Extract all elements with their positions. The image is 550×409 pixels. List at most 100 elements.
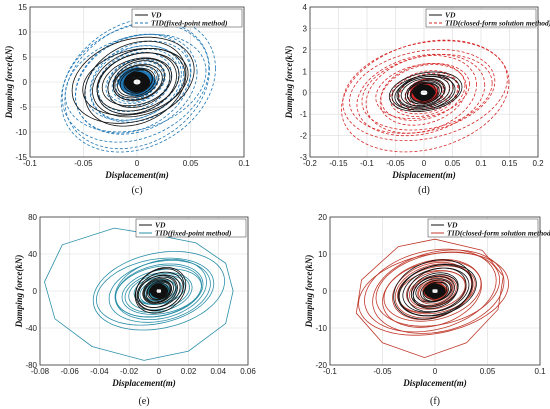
hysteresis-loop — [402, 267, 470, 313]
hysteresis-loop — [407, 80, 443, 105]
y-tick-label: 0 — [323, 287, 328, 296]
legend-box — [427, 218, 539, 238]
hysteresis-loop — [410, 272, 459, 308]
x-axis-label: Displacement(m) — [391, 170, 456, 180]
hysteresis-loop — [389, 70, 460, 117]
hysteresis-loop — [64, 33, 207, 133]
axes-frame — [309, 6, 539, 158]
legend-label: VD — [155, 221, 166, 230]
hysteresis-loop — [142, 276, 177, 305]
hysteresis-loop — [82, 48, 189, 116]
core-loop — [151, 285, 167, 297]
y-axis-label: Damping force(kN) — [14, 255, 24, 329]
x-tick-label: 0.05 — [480, 367, 496, 376]
x-tick-label: 0 — [433, 367, 438, 376]
hysteresis-loop — [128, 273, 190, 311]
x-tick-label: -0.04 — [90, 367, 109, 376]
legend-box — [135, 218, 247, 238]
hysteresis-loop — [121, 268, 202, 315]
legend-box — [425, 8, 537, 28]
x-tick-label: 0 — [422, 159, 427, 168]
legend-label: TID(closed-form solution method) — [447, 229, 550, 238]
core-loop — [429, 285, 441, 297]
hysteresis-loop — [394, 75, 456, 111]
y-tick-label: 4 — [303, 3, 308, 12]
hysteresis-loop — [400, 77, 446, 107]
y-tick-label: 2 — [303, 46, 308, 55]
hysteresis-loop — [113, 62, 160, 100]
x-tick-label: 0.1 — [534, 367, 546, 376]
hysteresis-loop — [361, 54, 493, 131]
hysteresis-loop — [397, 263, 477, 317]
hysteresis-loop — [114, 259, 207, 320]
panel-f: -0.1 -0.05 0 0.05 0.1 -20 -10 0 10 20 VDTID(closed… — [304, 213, 550, 407]
hysteresis-loop — [342, 40, 508, 141]
hysteresis-loop — [107, 58, 166, 104]
hysteresis-loop — [379, 64, 467, 126]
legend-label: VD — [445, 11, 456, 20]
core-loop — [132, 78, 142, 86]
x-tick-label: -0.05 — [373, 367, 392, 376]
x-tick-label: 0.15 — [502, 159, 518, 168]
x-tick-label: -0.15 — [329, 159, 348, 168]
x-tick-label: -0.2 — [303, 159, 317, 168]
y-tick-label: -20 — [315, 361, 327, 370]
x-tick-label: -0.08 — [31, 367, 50, 376]
axes-frame — [29, 6, 245, 158]
hysteresis-loop — [388, 71, 463, 112]
hysteresis-loop — [372, 249, 505, 334]
x-tick-label: 0.02 — [181, 367, 197, 376]
hysteresis-loop — [340, 39, 510, 153]
y-tick-label: -10 — [315, 324, 327, 333]
hysteresis-loop — [135, 268, 185, 312]
legend-label: TID(fixed-point method) — [155, 229, 232, 238]
y-tick-label: 3 — [303, 24, 308, 33]
hysteresis-loop — [75, 33, 198, 135]
y-tick-label: -80 — [25, 361, 37, 370]
hysteresis-loop — [134, 267, 187, 314]
x-axis-label: Displacement(m) — [104, 170, 169, 180]
hysteresis-loop — [119, 68, 153, 95]
y-tick-label: 0 — [23, 78, 28, 87]
x-tick-label: 0.05 — [445, 159, 461, 168]
hysteresis-loop — [124, 272, 193, 313]
hysteresis-loop — [365, 55, 477, 134]
hysteresis-loop — [114, 65, 159, 99]
y-tick-label: 20 — [318, 213, 327, 222]
hysteresis-loop — [391, 71, 458, 115]
core-loop — [123, 69, 151, 95]
hysteresis-loop — [112, 60, 165, 101]
hysteresis-loop — [415, 278, 453, 303]
hysteresis-loop — [364, 248, 497, 333]
panel-caption: (f) — [430, 396, 440, 407]
y-axis-label: Damping force(kN) — [304, 255, 314, 329]
y-tick-label: -1 — [300, 110, 308, 119]
hysteresis-loop — [95, 257, 215, 326]
x-tick-label: -0.1 — [23, 159, 37, 168]
hysteresis-loop — [84, 40, 187, 127]
core-loop — [124, 71, 150, 93]
series-vd — [388, 71, 463, 112]
hysteresis-loop — [96, 52, 180, 112]
panel-caption: (e) — [138, 396, 149, 407]
y-tick-label: 10 — [318, 250, 327, 259]
y-tick-label: -2 — [300, 132, 308, 141]
x-tick-label: -0.05 — [386, 159, 405, 168]
core-loop — [413, 84, 435, 102]
panel-caption: (c) — [131, 185, 142, 196]
legend-label: TID(closed-form solution method) — [445, 19, 550, 28]
core-loop — [121, 69, 153, 95]
y-tick-label: 0 — [33, 287, 38, 296]
hysteresis-loop — [358, 252, 509, 336]
hysteresis-loop — [117, 67, 156, 97]
axes-frame — [329, 216, 541, 366]
core-loop — [412, 89, 436, 96]
core-loop — [419, 87, 429, 98]
x-tick-label: -0.1 — [323, 367, 337, 376]
y-tick-label: -15 — [15, 153, 27, 162]
y-tick-label: -3 — [300, 153, 308, 162]
axes-frame — [39, 216, 249, 366]
series-vd — [393, 259, 477, 320]
core-loop — [129, 75, 145, 89]
